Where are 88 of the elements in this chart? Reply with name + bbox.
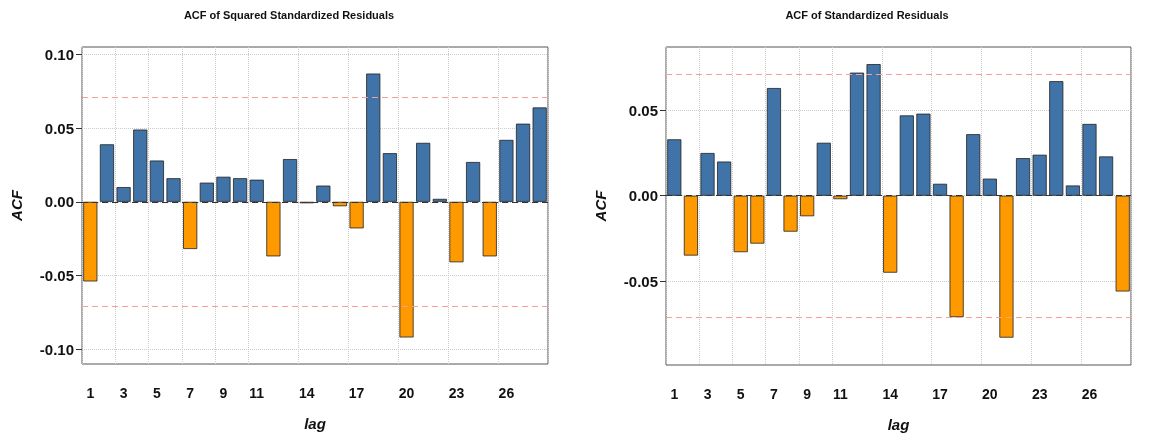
x-tick-label: 1	[86, 385, 95, 401]
bar	[800, 195, 815, 217]
x-tick-label: 17	[932, 386, 949, 402]
x-tick-label: 9	[219, 385, 228, 401]
bar	[1032, 154, 1047, 196]
bar	[717, 161, 732, 196]
x-tick-label: 26	[498, 385, 515, 401]
x-tick-label: 11	[832, 386, 848, 402]
bar	[532, 107, 547, 202]
bar	[116, 187, 131, 202]
x-tick-label: 11	[249, 385, 265, 401]
bar	[515, 123, 531, 202]
bar	[1065, 185, 1080, 196]
x-tick-label: 7	[186, 385, 195, 401]
bar	[282, 159, 298, 202]
x-tick-label: 14	[882, 386, 899, 402]
bar	[932, 183, 948, 196]
bar	[750, 195, 765, 244]
bar	[833, 195, 848, 200]
bar	[499, 139, 514, 202]
bar	[316, 185, 331, 202]
bar	[899, 115, 914, 196]
chart-title: ACF of Standardized Residuals	[785, 8, 949, 21]
bar	[466, 162, 481, 202]
bar	[816, 142, 831, 196]
y-tick-label: -0.05	[39, 267, 74, 285]
bar	[133, 129, 148, 202]
bar	[866, 64, 881, 196]
x-tick-label: 20	[982, 386, 998, 402]
x-tick-label: 3	[119, 385, 128, 401]
bar	[399, 201, 414, 338]
x-tick-label: 14	[298, 385, 315, 401]
y-tick-label: 0.05	[44, 119, 74, 137]
x-tick-label: 5	[152, 385, 161, 401]
bar	[166, 178, 181, 202]
y-tick-label: -0.10	[39, 340, 74, 358]
bar	[1016, 158, 1031, 196]
bar	[233, 178, 248, 202]
y-tick-label: 0.10	[44, 45, 74, 63]
bar	[667, 139, 682, 196]
bar	[1082, 123, 1097, 196]
bar	[982, 178, 997, 196]
x-tick-label: 23	[448, 385, 465, 401]
x-tick-label: 9	[803, 386, 812, 402]
bar	[949, 195, 964, 318]
x-tick-label: 17	[348, 385, 365, 401]
bar	[1099, 156, 1114, 196]
bar	[482, 201, 497, 257]
bar	[849, 72, 865, 196]
x-tick-label: 3	[703, 386, 712, 402]
bar	[1115, 195, 1130, 292]
y-axis-title: ACF	[592, 189, 609, 223]
bar	[216, 176, 231, 202]
bar	[966, 134, 981, 196]
bar	[733, 195, 748, 253]
x-tick-label: 7	[770, 386, 779, 402]
bar	[449, 201, 464, 263]
x-tick-label: 1	[670, 386, 679, 402]
bar	[916, 113, 931, 196]
bar	[149, 160, 164, 202]
bar	[366, 73, 381, 202]
x-tick-label: 26	[1081, 386, 1098, 402]
bar	[382, 153, 397, 202]
bar	[883, 195, 898, 273]
x-tick-label: 20	[398, 385, 415, 401]
y-tick-label: 0.00	[628, 187, 658, 205]
x-tick-label: 23	[1031, 386, 1048, 402]
bar	[349, 201, 364, 229]
bar	[99, 144, 115, 202]
bar	[683, 195, 698, 256]
bar	[766, 88, 781, 196]
bar	[700, 153, 715, 196]
bar	[999, 195, 1014, 338]
x-tick-label: 5	[736, 386, 745, 402]
x-axis-title: lag	[887, 416, 910, 433]
bar	[266, 201, 281, 257]
bar	[183, 201, 198, 249]
y-tick-label: 0.05	[628, 101, 658, 119]
chart-title: ACF of Squared Standardized Residuals	[183, 8, 395, 21]
x-axis-title: lag	[304, 415, 326, 432]
y-tick-label: 0.00	[44, 193, 74, 211]
bar	[249, 179, 264, 202]
y-axis-title: ACF	[8, 189, 25, 222]
bar	[783, 195, 798, 232]
bar	[83, 201, 98, 282]
bar	[199, 182, 214, 202]
bar	[1049, 81, 1064, 196]
y-tick-label: -0.05	[623, 272, 658, 290]
